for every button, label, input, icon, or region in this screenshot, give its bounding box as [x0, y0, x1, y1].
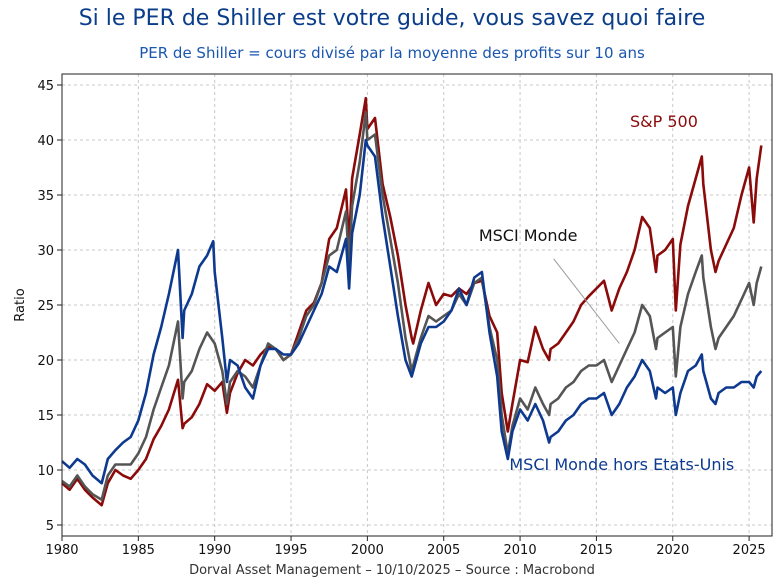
- annotation-msci-monde: MSCI Monde: [479, 226, 578, 245]
- x-tick-label: 1995: [274, 543, 307, 558]
- x-tick-label: 1985: [122, 543, 155, 558]
- x-tick-label: 2020: [656, 543, 689, 558]
- series-layer: [61, 96, 763, 507]
- x-tick-label: 2025: [733, 543, 766, 558]
- y-tick-label: 20: [37, 354, 54, 369]
- y-tick-label: 5: [46, 519, 54, 534]
- y-tick-label: 25: [37, 299, 54, 314]
- annotation-sp500: S&P 500: [630, 112, 698, 131]
- y-tick-label: 45: [37, 79, 54, 94]
- annotation-layer: S&P 500 MSCI Monde MSCI Monde hors Etats…: [479, 112, 734, 474]
- x-tick-label: 1990: [198, 543, 231, 558]
- chart-footer: Dorval Asset Management – 10/10/2025 – S…: [189, 563, 595, 578]
- y-tick-label: 15: [37, 409, 54, 424]
- y-tick-label: 30: [37, 244, 54, 259]
- x-tick-label: 2015: [580, 543, 613, 558]
- chart-title: Si le PER de Shiller est votre guide, vo…: [78, 6, 706, 31]
- series-line-s-p-500: [61, 96, 763, 507]
- x-tick-label: 2000: [351, 543, 384, 558]
- y-axis-label: Ratio: [13, 288, 28, 321]
- annotation-msci-monde-hors-usa: MSCI Monde hors Etats-Unis: [509, 455, 734, 474]
- tick-layer: 1980 1985 1990 1995 2000 2005 2010 2015 2020 2025…: [37, 79, 765, 558]
- chart-subtitle: PER de Shiller = cours divisé par la moy…: [139, 44, 645, 62]
- x-tick-label: 2010: [504, 543, 537, 558]
- series-line-msci-monde: [61, 111, 763, 502]
- y-tick-label: 10: [37, 464, 54, 479]
- x-tick-label: 1980: [45, 543, 78, 558]
- y-tick-label: 35: [37, 189, 54, 204]
- msci-monde-leader-line: [553, 258, 620, 344]
- series-line-msci-monde-hors-etats-unis: [61, 138, 763, 485]
- y-tick-label: 40: [37, 134, 54, 149]
- x-tick-label: 2005: [427, 543, 460, 558]
